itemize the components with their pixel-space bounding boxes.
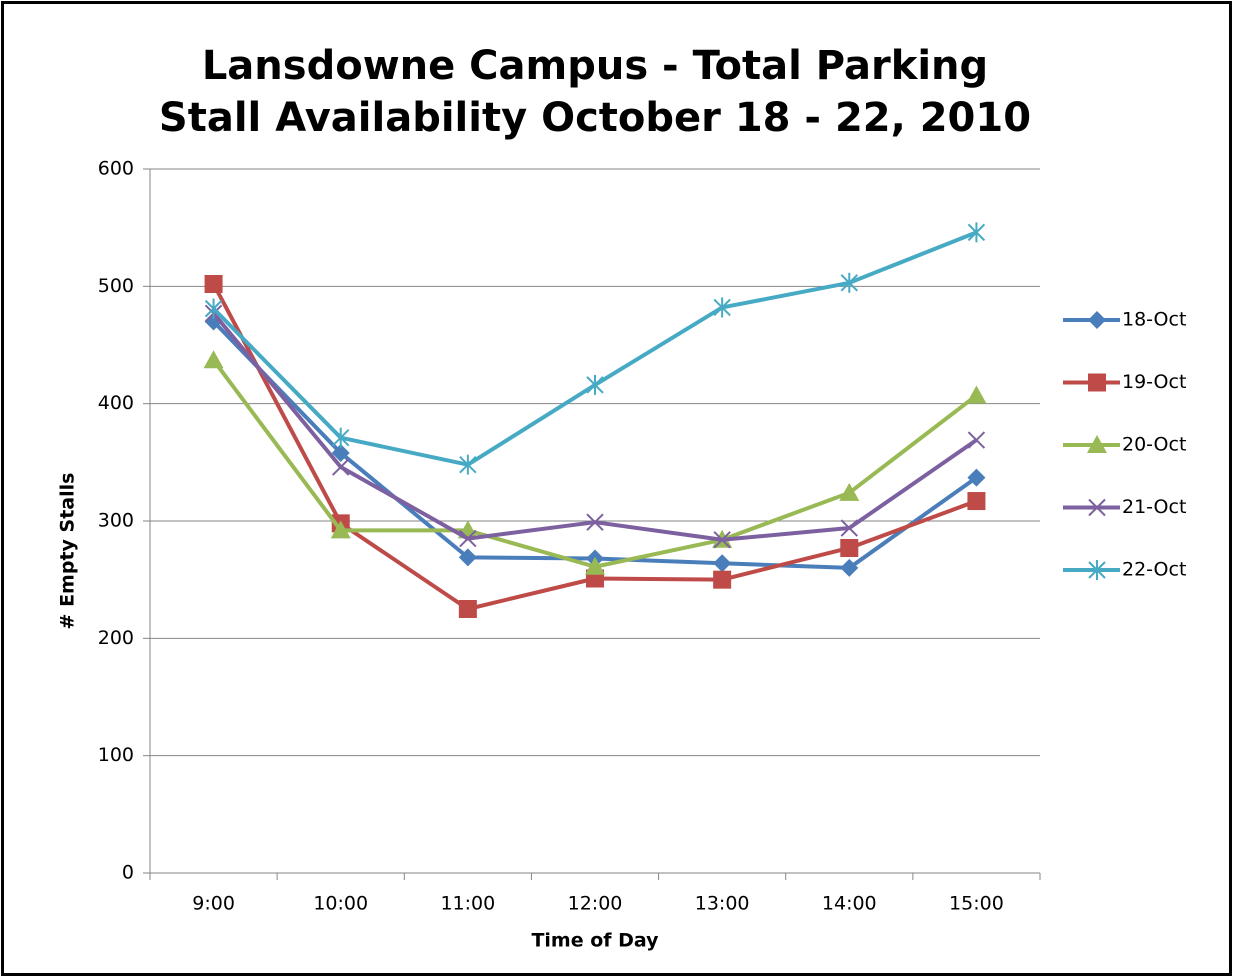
marker-stroke — [1088, 498, 1106, 517]
marker-stroke — [967, 431, 986, 449]
x-tick-label: 10:00 — [313, 893, 368, 915]
marker — [459, 454, 477, 475]
x-tick-label: 12:00 — [568, 893, 623, 915]
marker — [330, 520, 351, 539]
marker — [458, 548, 477, 567]
marker — [713, 531, 731, 549]
marker — [967, 431, 986, 449]
marker — [1088, 560, 1106, 580]
marker — [332, 427, 350, 448]
y-tick-label: 500 — [98, 275, 134, 297]
legend-label: 20-Oct — [1122, 434, 1186, 456]
marker — [713, 570, 732, 589]
series-line — [212, 320, 978, 570]
marker — [586, 513, 604, 531]
marker — [585, 556, 605, 575]
marker — [332, 458, 350, 476]
y-tick-label: 400 — [98, 392, 134, 414]
marker-stroke — [459, 529, 477, 548]
marker — [713, 297, 731, 318]
y-tick-label: 300 — [98, 510, 134, 532]
marker — [840, 272, 858, 293]
marker-stroke — [713, 531, 731, 549]
marker — [840, 558, 859, 577]
marker — [840, 519, 858, 537]
marker — [586, 374, 604, 395]
x-tick-label: 14:00 — [822, 893, 877, 915]
marker — [967, 468, 986, 487]
chart-title: Lansdowne Campus - Total Parking Stall A… — [158, 43, 1032, 141]
marker — [204, 274, 223, 293]
marker — [839, 482, 860, 501]
x-tick-label: 11:00 — [440, 893, 495, 915]
y-tick-label: 600 — [98, 158, 134, 180]
marker — [1088, 498, 1106, 517]
marker — [1088, 373, 1106, 392]
legend-label: 18-Oct — [1122, 309, 1186, 331]
legend-label: 22-Oct — [1122, 559, 1186, 581]
marker — [331, 443, 350, 462]
legend-label: 19-Oct — [1122, 371, 1186, 393]
marker — [1087, 435, 1107, 453]
marker — [966, 385, 987, 404]
marker-stroke — [332, 458, 350, 476]
marker — [713, 554, 732, 573]
marker — [967, 492, 986, 511]
marker — [458, 600, 477, 618]
marker — [203, 350, 224, 369]
y-axis-title: # Empty Stalls — [57, 473, 79, 630]
x-tick-label: 9:00 — [192, 893, 235, 915]
x-tick-label: 13:00 — [695, 893, 750, 915]
series-line — [212, 230, 978, 467]
x-tick-label: 15:00 — [949, 893, 1004, 915]
marker — [204, 298, 223, 319]
y-tick-label: 100 — [98, 744, 134, 766]
y-tick-label: 200 — [98, 627, 134, 649]
legend-label: 21-Oct — [1122, 496, 1186, 518]
x-axis-title: Time of Day — [531, 930, 659, 952]
y-tick-label: 0 — [122, 862, 134, 884]
marker — [840, 538, 859, 557]
marker-stroke — [840, 519, 858, 537]
marker — [967, 222, 986, 243]
marker — [459, 529, 477, 548]
marker-stroke — [586, 513, 604, 531]
marker — [1088, 311, 1106, 329]
